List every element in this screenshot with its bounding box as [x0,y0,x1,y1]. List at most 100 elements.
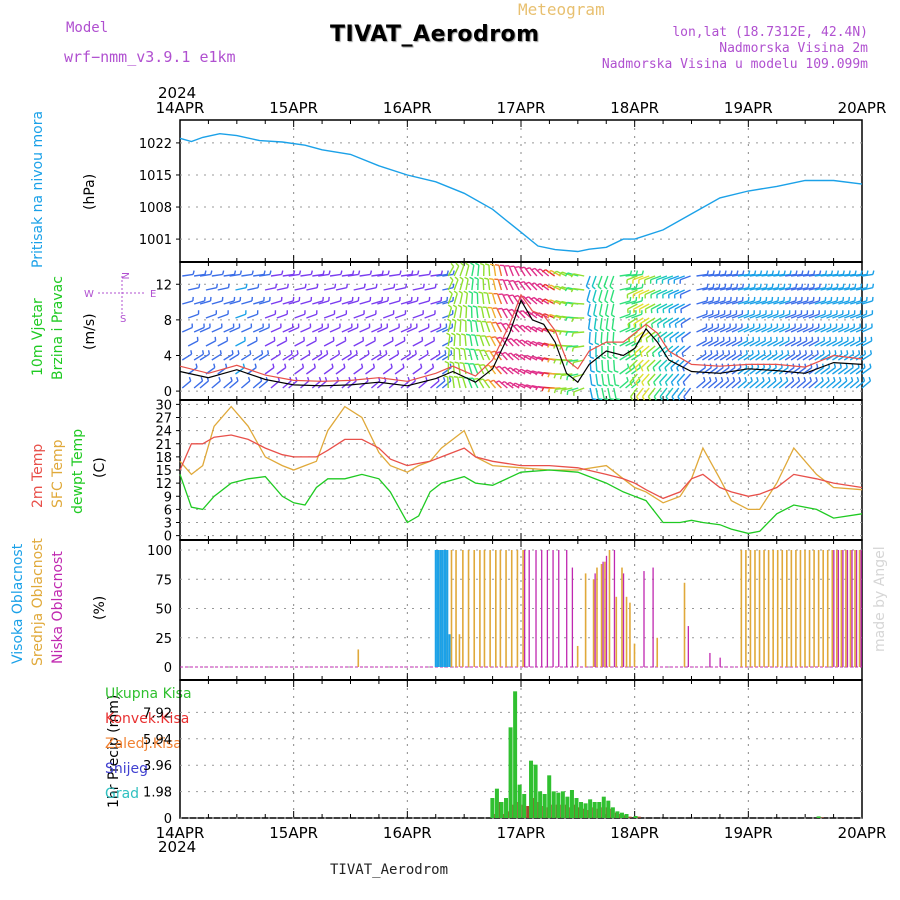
wind-barb-flag [261,350,264,355]
time-label-bottom: 19APR [724,824,773,842]
low-cloud-bar [566,550,568,667]
wind-barb [424,287,436,291]
wind-barb [317,380,328,389]
wind-barb [418,380,428,389]
wind-barb-flag [708,376,712,382]
wind-barb [394,340,406,347]
wind-barb [282,326,294,333]
wind-barb [731,340,743,347]
wind-barb-flag [470,262,475,266]
wind-barb-flag [408,350,411,355]
wind-barb [188,287,200,291]
total-precip-bar [606,800,611,818]
wind-barb [802,313,814,319]
wind-barb [503,381,514,389]
wind-barb [264,340,276,347]
low-cloud-bar [851,550,853,667]
wind-barb [528,296,538,305]
wind-barb-flag [860,283,863,288]
wind-barb [264,313,276,319]
wind-barb [702,326,713,333]
wind-barb-flag [848,283,851,288]
total-precip-bar [517,784,522,818]
wind-barb [767,273,779,277]
wind-barb [459,293,463,305]
wind-barb [702,300,714,305]
wind-barb [631,300,643,305]
wind-barb [347,273,359,277]
wind-barb [503,265,509,277]
wind-barb [820,353,831,361]
wind-barb [359,300,371,305]
wind-barb-flag [195,363,198,368]
wind-barb [499,351,508,361]
wind-barb [607,359,610,372]
wind-barb [837,366,848,375]
mid-cloud-bar [840,550,843,667]
wind-barb [820,366,830,375]
wind-barb [258,326,270,333]
wind-barb [193,273,206,277]
wind-barb-flag [508,294,514,297]
mid-cloud-bar [510,550,513,667]
wind-barb [743,380,753,389]
time-label-bottom: 15APR [269,824,318,842]
low-cloud-bar [546,550,549,667]
wind-barb-flag [479,277,484,280]
wind-barb-flag [529,355,534,360]
wind-barb-flag [422,283,425,288]
wind-barb-flag [646,352,649,358]
wind-barb [843,326,855,333]
conv-precip-bar [820,817,824,818]
wind-barb [235,340,246,347]
wind-barb [849,313,861,319]
wind-barb-flag [529,370,533,375]
wind-barb-flag [547,343,551,348]
wind-barb-flag [587,314,592,318]
wind-barb-flag [559,360,563,365]
wind-barb [341,353,352,361]
wind-barb-flag [810,350,813,355]
wind-barb [430,300,442,305]
wind-barb-flag [541,357,545,362]
wind-barb [388,300,400,305]
wind-barb-flag [502,322,507,326]
wind-barb-flag [822,350,825,355]
wind-barb [743,300,755,305]
wind-barb-flag [683,396,687,401]
wind-barb-flag [343,363,346,368]
wind-barb [826,273,838,277]
wind-barb-flag [633,338,637,343]
wind-barb [465,265,470,277]
wind-barb-flag [641,270,644,275]
wind-barb [632,289,644,296]
model-elevation: Nadmorska Visina u modelu 109.099m [601,57,868,72]
wind-barb [329,380,339,389]
wind-barb-flag [590,370,595,373]
wind-barb [826,326,837,333]
wind-barb [394,287,406,291]
wind-barb [436,326,447,333]
wind-barb [749,287,761,291]
wind-barb [652,345,662,354]
wind-barb-flag [601,356,606,360]
temp-axis-tick-label: 24 [155,425,172,440]
wind-barb [599,317,603,329]
wind-barb-flag [465,262,470,266]
wind-barb [861,380,871,389]
wind-barb-flag [570,273,575,278]
wind-barb [288,353,299,361]
low-cloud-bar [541,550,543,667]
wind-barb [475,306,479,319]
wind-barb-flag [641,396,646,401]
wind-barb-flag [765,283,768,288]
wind-barb [478,363,485,375]
wind-barb [489,350,497,361]
wind-barb-flag [535,356,539,361]
wind-barb-flag [615,384,620,387]
wind-barb [773,273,785,277]
wind-barb-flag [710,350,713,355]
wind-barb [708,300,720,305]
total-precip-bar [551,791,556,818]
